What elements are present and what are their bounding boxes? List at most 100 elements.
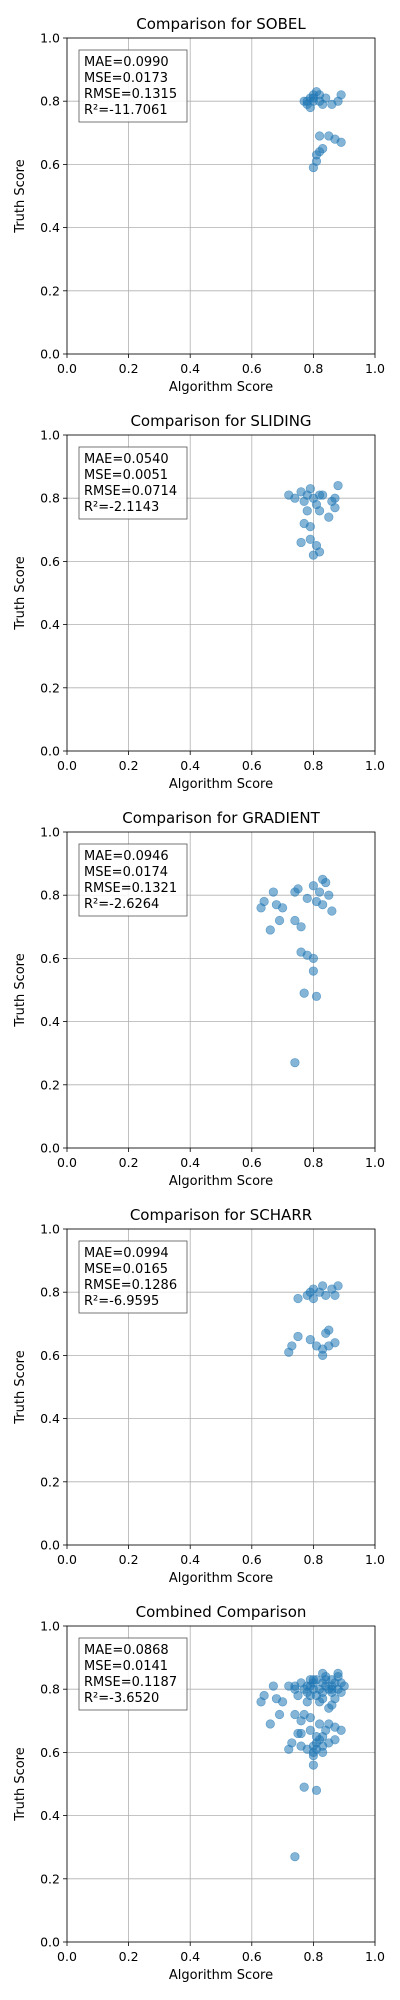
x-tick-label: 1.0 [365, 1552, 385, 1567]
data-point [333, 1668, 343, 1678]
x-tick-label: 0.2 [119, 758, 139, 773]
data-point [336, 90, 346, 100]
data-point [305, 484, 315, 494]
stats-line: MSE=0.0173 [84, 71, 168, 86]
y-axis-label: Truth Score [13, 556, 28, 631]
x-tick-label: 0.6 [242, 1552, 262, 1567]
data-point [290, 1852, 300, 1862]
data-point [302, 506, 312, 516]
y-axis-label: Truth Score [13, 159, 28, 234]
data-point [302, 893, 312, 903]
data-point [330, 503, 340, 513]
stats-box [78, 1240, 188, 1314]
x-tick-label: 0.6 [242, 758, 262, 773]
y-tick-label: 1.0 [40, 1222, 60, 1237]
x-tick-label: 0.8 [303, 361, 323, 376]
x-tick-label: 1.0 [365, 1155, 385, 1170]
x-axis-label: Algorithm Score [169, 380, 273, 395]
data-point [311, 1731, 322, 1742]
data-point [308, 1675, 319, 1685]
y-tick-label: 0.2 [40, 680, 60, 695]
data-point [318, 1350, 328, 1360]
data-point [293, 1331, 303, 1342]
x-tick-label: 0.0 [57, 758, 77, 773]
data-point [321, 1290, 331, 1300]
data-point [259, 1690, 269, 1701]
data-point [299, 1782, 309, 1792]
y-tick-label: 0.4 [40, 1411, 60, 1426]
data-point [302, 1697, 312, 1707]
data-point [268, 1681, 278, 1691]
y-tick-label: 0.4 [40, 617, 60, 632]
chart-panel-5: Combined Comparison 0.0 0.2 0.4 0.6 0.8 1.0 0.0… [13, 1603, 385, 1983]
y-tick-label: 0.2 [40, 283, 60, 298]
x-axis-label: Algorithm Score [169, 1968, 273, 1983]
x-tick-label: 0.0 [57, 1155, 77, 1170]
plot-frame [66, 434, 376, 752]
data-point [327, 906, 337, 916]
chart-panel-4: Comparison for SCHARR 0.0 0.2 0.4 0.6 0.8 1.0 0… [13, 1206, 385, 1586]
data-point [324, 512, 334, 522]
x-axis-label: Algorithm Score [169, 777, 273, 792]
y-tick-label: 0.8 [40, 94, 60, 109]
data-point [308, 953, 319, 964]
data-point [293, 884, 303, 894]
data-point [296, 1716, 306, 1726]
x-tick-label: 0.8 [303, 758, 323, 773]
stats-line: R²=-11.7061 [84, 103, 168, 118]
data-point [308, 881, 319, 891]
y-tick-label: 1.0 [40, 31, 60, 46]
data-point [308, 1293, 319, 1304]
stats-line: RMSE=0.1286 [84, 1278, 177, 1293]
data-point [321, 1328, 331, 1338]
chart-title: Comparison for SCHARR [130, 1206, 312, 1224]
y-tick-label: 0.8 [40, 491, 60, 506]
data-point [318, 900, 328, 910]
y-axis-label: Truth Score [13, 1747, 28, 1822]
data-point [296, 537, 306, 548]
stats-line: R²=-6.9595 [84, 1294, 159, 1309]
plot-frame [66, 831, 376, 1149]
data-point [274, 915, 285, 926]
y-tick-label: 0.8 [40, 888, 60, 903]
data-point [333, 1281, 343, 1291]
chart-panel-1: Comparison for SOBEL 0.0 0.2 0.4 0.6 0.8 1.0 0.… [13, 15, 385, 395]
y-tick-label: 0.2 [40, 1077, 60, 1092]
data-point [314, 1719, 325, 1729]
data-point [327, 1700, 337, 1710]
plot-frame [66, 1228, 376, 1546]
data-point [330, 1678, 340, 1688]
stats-box [78, 843, 188, 917]
x-tick-label: 0.4 [180, 361, 200, 376]
data-point [330, 493, 340, 503]
data-point [336, 137, 346, 147]
data-point [305, 1713, 315, 1723]
stats-line: RMSE=0.1315 [84, 87, 177, 102]
x-tick-label: 0.2 [119, 361, 139, 376]
chart-panel-3: Comparison for GRADIENT 0.0 0.2 0.4 0.6 0.8 1.… [13, 809, 385, 1189]
x-tick-label: 0.6 [242, 361, 262, 376]
data-point [330, 1735, 340, 1745]
data-point [314, 887, 325, 897]
x-tick-label: 1.0 [365, 758, 385, 773]
x-tick-label: 0.4 [180, 758, 200, 773]
data-point [290, 915, 300, 926]
data-point [314, 506, 325, 516]
data-point [311, 1785, 322, 1795]
plot-frame [66, 1625, 376, 1943]
data-point [274, 1709, 285, 1720]
stats-box [78, 1637, 188, 1711]
x-tick-label: 0.8 [303, 1949, 323, 1964]
data-point [278, 1697, 288, 1707]
y-axis-label: Truth Score [13, 953, 28, 1028]
x-tick-label: 1.0 [365, 361, 385, 376]
data-point [308, 1747, 319, 1757]
data-point [290, 493, 300, 503]
x-tick-label: 0.4 [180, 1949, 200, 1964]
x-axis-label: Algorithm Score [169, 1571, 273, 1586]
chart-title: Comparison for SOBEL [136, 15, 306, 33]
data-point [287, 1341, 297, 1351]
y-tick-label: 0.6 [40, 1348, 60, 1363]
y-tick-label: 0.8 [40, 1285, 60, 1300]
data-point [327, 99, 337, 109]
